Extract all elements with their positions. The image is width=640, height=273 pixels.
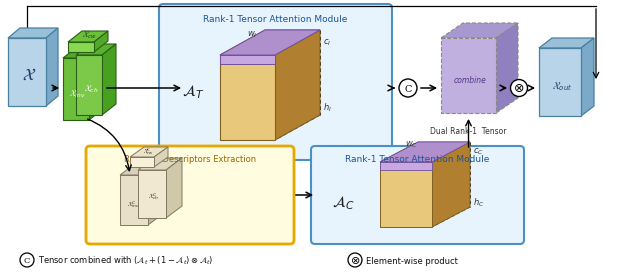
- Polygon shape: [220, 30, 320, 55]
- Polygon shape: [380, 162, 432, 170]
- Text: Rank-1 Tensor Attention Module: Rank-1 Tensor Attention Module: [204, 14, 348, 23]
- Polygon shape: [148, 163, 164, 225]
- Polygon shape: [138, 170, 166, 218]
- Polygon shape: [63, 58, 89, 120]
- FancyBboxPatch shape: [311, 146, 524, 244]
- Text: $h_C$: $h_C$: [473, 196, 484, 209]
- Polygon shape: [441, 38, 496, 113]
- Polygon shape: [102, 44, 116, 115]
- Text: $\mathcal{X}_{inv}$: $\mathcal{X}_{inv}$: [68, 88, 85, 100]
- Text: $\otimes$: $\otimes$: [513, 82, 525, 95]
- Text: $h_I$: $h_I$: [323, 101, 332, 114]
- Text: Element-wise product: Element-wise product: [366, 257, 458, 266]
- Polygon shape: [496, 23, 518, 113]
- Polygon shape: [89, 47, 103, 120]
- Polygon shape: [539, 48, 581, 116]
- Text: Rank-1 Tensor Attention Module: Rank-1 Tensor Attention Module: [346, 156, 490, 165]
- Text: $w_I$: $w_I$: [247, 29, 258, 40]
- Polygon shape: [46, 28, 58, 106]
- Polygon shape: [76, 55, 102, 115]
- Polygon shape: [380, 162, 432, 227]
- Text: $w_C$: $w_C$: [404, 140, 417, 150]
- Polygon shape: [68, 42, 94, 52]
- Polygon shape: [120, 163, 164, 175]
- Polygon shape: [275, 30, 320, 140]
- FancyBboxPatch shape: [86, 146, 294, 244]
- Text: $\mathcal{A}_T$: $\mathcal{A}_T$: [182, 83, 204, 101]
- Polygon shape: [63, 47, 103, 58]
- FancyBboxPatch shape: [159, 4, 392, 160]
- Text: $\mathcal{A}_C$: $\mathcal{A}_C$: [332, 194, 355, 212]
- Circle shape: [399, 79, 417, 97]
- Polygon shape: [441, 23, 518, 38]
- Polygon shape: [8, 38, 46, 106]
- Text: $\mathcal{X}^C_{inv}$: $\mathcal{X}^C_{inv}$: [127, 200, 141, 210]
- Text: Residual Descriptors Extraction: Residual Descriptors Extraction: [124, 156, 256, 165]
- Text: $c_I$: $c_I$: [323, 37, 331, 48]
- Text: $\mathcal{X}_{cw}$: $\mathcal{X}_{cw}$: [82, 29, 97, 41]
- Polygon shape: [380, 142, 470, 162]
- Text: $\mathcal{X}^C_{cw}$: $\mathcal{X}^C_{cw}$: [143, 147, 155, 157]
- Polygon shape: [539, 38, 594, 48]
- Polygon shape: [220, 30, 320, 55]
- Text: $\otimes$: $\otimes$: [350, 255, 360, 266]
- Polygon shape: [120, 175, 148, 225]
- Polygon shape: [138, 158, 182, 170]
- Polygon shape: [220, 55, 275, 64]
- Text: C: C: [404, 85, 412, 93]
- Text: $\mathcal{X}$: $\mathcal{X}$: [22, 66, 36, 84]
- Polygon shape: [130, 157, 154, 167]
- Polygon shape: [68, 31, 108, 42]
- Polygon shape: [76, 44, 116, 55]
- Polygon shape: [166, 158, 182, 218]
- Text: $\mathcal{X}^C_{ch}$: $\mathcal{X}^C_{ch}$: [148, 192, 159, 202]
- Polygon shape: [94, 31, 108, 52]
- Polygon shape: [432, 142, 470, 227]
- Text: C: C: [24, 257, 30, 265]
- Polygon shape: [581, 38, 594, 116]
- Text: combine: combine: [454, 76, 487, 85]
- Text: $c_C$: $c_C$: [473, 147, 484, 157]
- Text: Dual Rank-1  Tensor: Dual Rank-1 Tensor: [430, 126, 507, 135]
- Circle shape: [20, 253, 34, 267]
- Polygon shape: [220, 55, 275, 140]
- Circle shape: [348, 253, 362, 267]
- Text: $\mathcal{X}_{ch}$: $\mathcal{X}_{ch}$: [84, 83, 98, 95]
- Text: $\mathcal{X}_{out}$: $\mathcal{X}_{out}$: [552, 81, 572, 93]
- Circle shape: [511, 79, 527, 96]
- Polygon shape: [8, 28, 58, 38]
- Polygon shape: [380, 142, 470, 162]
- Text: Tensor combined with $(\mathcal{A}_t + (1-\mathcal{A}_t) \otimes \mathcal{A}_t)$: Tensor combined with $(\mathcal{A}_t + (…: [38, 255, 214, 267]
- Polygon shape: [130, 147, 168, 157]
- Polygon shape: [154, 147, 168, 167]
